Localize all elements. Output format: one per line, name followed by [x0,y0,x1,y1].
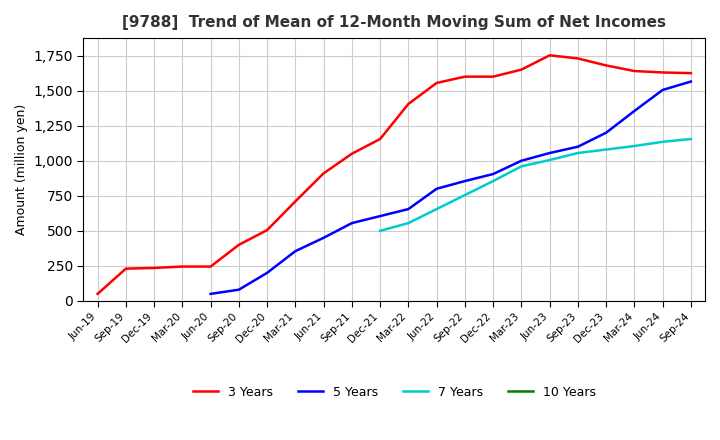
3 Years [263,227,271,233]
5 Years [291,249,300,254]
3 Years [545,53,554,58]
5 Years [545,150,554,156]
7 Years [602,147,611,152]
3 Years [517,67,526,72]
3 Years [207,264,215,269]
3 Years [574,56,582,61]
5 Years [574,144,582,149]
3 Years [658,70,667,75]
5 Years [602,130,611,136]
3 Years [461,74,469,79]
7 Years [376,228,384,234]
7 Years [658,139,667,144]
3 Years [432,81,441,86]
5 Years [432,186,441,191]
3 Years [348,151,356,156]
Line: 7 Years: 7 Years [380,139,691,231]
7 Years [687,136,696,142]
5 Years [404,206,413,212]
3 Years [94,291,102,297]
3 Years [687,70,696,76]
5 Years [461,179,469,184]
5 Years [658,87,667,92]
7 Years [432,206,441,212]
3 Years [291,199,300,204]
Legend: 3 Years, 5 Years, 7 Years, 10 Years: 3 Years, 5 Years, 7 Years, 10 Years [188,381,601,404]
3 Years [319,171,328,176]
7 Years [404,220,413,226]
3 Years [376,136,384,142]
5 Years [235,287,243,292]
5 Years [489,172,498,177]
5 Years [207,291,215,297]
5 Years [263,270,271,275]
Line: 5 Years: 5 Years [211,81,691,294]
Line: 3 Years: 3 Years [98,55,691,294]
5 Years [517,158,526,163]
3 Years [404,101,413,106]
3 Years [235,242,243,247]
5 Years [376,213,384,219]
7 Years [461,192,469,198]
3 Years [178,264,186,269]
5 Years [348,220,356,226]
5 Years [319,235,328,241]
3 Years [630,68,639,73]
7 Years [517,164,526,169]
Title: [9788]  Trend of Mean of 12-Month Moving Sum of Net Incomes: [9788] Trend of Mean of 12-Month Moving … [122,15,666,30]
7 Years [545,158,554,163]
3 Years [602,63,611,68]
5 Years [687,79,696,84]
Y-axis label: Amount (million yen): Amount (million yen) [15,104,28,235]
3 Years [150,265,158,271]
3 Years [489,74,498,79]
5 Years [630,108,639,114]
7 Years [574,150,582,156]
7 Years [489,179,498,184]
7 Years [630,143,639,149]
3 Years [122,266,130,271]
